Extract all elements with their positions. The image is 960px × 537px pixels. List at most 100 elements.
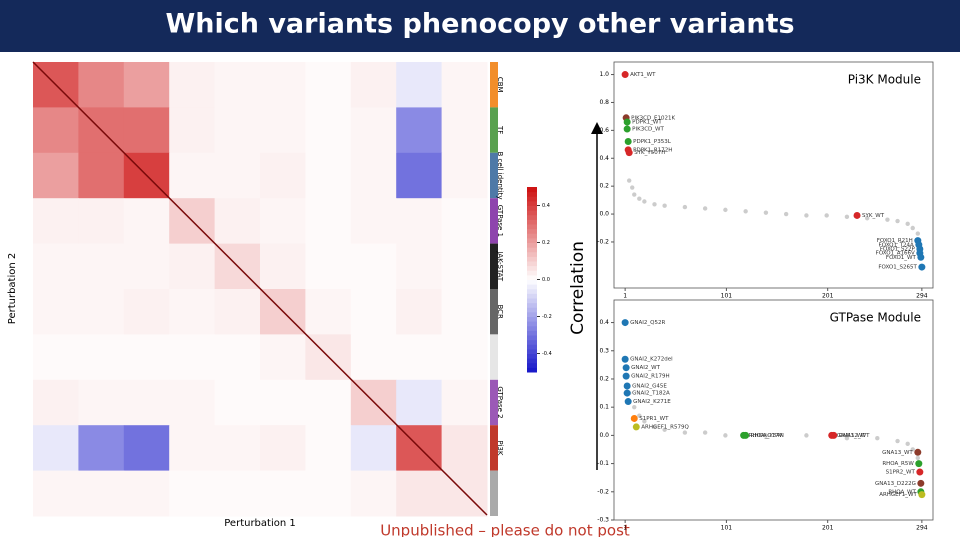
x-tick-label: 1 <box>623 293 627 300</box>
colorbar-step <box>527 247 537 253</box>
heatmap-cell <box>350 425 397 472</box>
colorbar-step <box>527 214 537 220</box>
background-point <box>783 211 789 217</box>
y-tick-label: -0.1 <box>597 460 609 467</box>
heatmap-cell <box>305 425 352 472</box>
heatmap-cell <box>33 289 79 335</box>
heatmap-cell <box>123 62 170 108</box>
colorbar-step <box>527 228 537 234</box>
x-axis-label: Perturbation 1 <box>224 518 295 529</box>
heatmap-cell <box>441 334 488 381</box>
colorbar-step <box>527 321 537 327</box>
colorbar-step <box>527 288 537 294</box>
background-point <box>763 433 769 438</box>
colorbar-step <box>527 293 537 299</box>
colorbar-step <box>527 274 537 280</box>
footer-note: Unpublished – please do not post <box>380 522 630 537</box>
heatmap-cell <box>214 379 261 426</box>
colorbar-step <box>527 316 537 322</box>
heatmap-cell <box>33 379 79 426</box>
highlight-point <box>830 431 838 439</box>
colorbar-step <box>527 224 537 230</box>
background-point <box>743 209 748 214</box>
point-label: FOXO1_R21H <box>877 238 913 244</box>
group-bar <box>490 152 498 199</box>
heatmap-cell <box>305 379 352 426</box>
colorbar-step <box>527 187 537 193</box>
heatmap-cell <box>396 379 443 426</box>
heatmap-cell <box>350 62 397 108</box>
highlight-point <box>623 118 631 126</box>
heatmap-cell <box>350 334 397 381</box>
heatmap-cell <box>78 152 125 199</box>
colorbar-step <box>527 270 537 276</box>
background-point <box>910 447 915 452</box>
heatmap-cell <box>214 62 261 108</box>
highlight-point <box>853 211 861 219</box>
highlight-point <box>914 448 922 456</box>
colorbar-step <box>527 362 537 368</box>
y-tick-label: 0.4 <box>599 155 609 162</box>
colorbar-step <box>527 307 537 313</box>
heatmap-cell <box>78 470 125 517</box>
colorbar-step <box>527 311 537 317</box>
colorbar-step <box>527 339 537 345</box>
heatmap-cell <box>441 198 488 245</box>
group-label: Pi3K <box>496 440 504 455</box>
background-point <box>895 438 900 444</box>
point-label: GNA13_WT <box>882 450 913 456</box>
background-point <box>652 424 657 430</box>
highlight-point <box>915 460 923 468</box>
point-label: FOXO1_S22P <box>880 246 916 252</box>
y-tick-label: -0.3 <box>597 517 609 524</box>
heatmap-cell <box>260 470 306 517</box>
highlight-point <box>918 491 926 499</box>
heatmap-cell <box>305 470 352 517</box>
group-bar <box>490 289 498 335</box>
heatmap-cell <box>78 243 125 290</box>
highlight-point <box>623 389 631 397</box>
heatmap-cell <box>396 152 443 199</box>
heatmap-cell <box>169 425 216 472</box>
heatmap-cell <box>169 243 216 290</box>
highlight-point <box>625 149 633 157</box>
highlight-point <box>623 125 631 133</box>
point-label: ARHGEF1_WT <box>879 492 917 498</box>
point-label: GNAI2_Q52R <box>630 320 665 326</box>
colorbar-tick-label: -0.2 <box>542 314 552 320</box>
point-label: RHOA_WT <box>888 489 916 495</box>
slide-title: Which variants phenocopy other variants <box>165 9 794 40</box>
heatmap-cell <box>123 470 170 517</box>
point-label: GNAI2_K272del <box>630 357 673 363</box>
heatmap-cell <box>78 62 125 108</box>
heatmap-cell <box>33 470 79 517</box>
highlight-point <box>622 364 630 372</box>
background-point <box>763 210 769 215</box>
point-label: S1PR2_WT <box>886 470 916 476</box>
background-point <box>804 213 809 218</box>
point-label: FOXO1_A166V <box>876 251 915 257</box>
heatmap-cell <box>305 289 352 335</box>
point-label: S1PR1_WT <box>639 416 669 422</box>
point-label: GNAI2_T182A <box>632 391 670 397</box>
highlight-point <box>632 423 640 431</box>
heatmap-cell <box>396 470 443 517</box>
y-axis-label: Perturbation 2 <box>7 253 18 324</box>
heatmap-cell <box>396 334 443 381</box>
colorbar-step <box>527 302 537 308</box>
heatmap-cell <box>396 289 443 335</box>
colorbar-step <box>527 325 537 331</box>
y-tick-label: 0.4 <box>599 319 609 326</box>
background-point <box>642 199 647 204</box>
background-point <box>652 202 657 207</box>
heatmap-cell <box>260 243 306 290</box>
heatmap-cell <box>305 243 352 290</box>
colorbar-step <box>527 330 537 336</box>
highlight-point <box>622 372 630 380</box>
heatmap-cell <box>214 198 261 245</box>
diagonal <box>32 61 488 516</box>
group-label: TF <box>496 125 504 134</box>
heatmap-cell <box>441 425 488 472</box>
point-label: RHOA_Y34N <box>751 433 784 439</box>
group-bar <box>490 425 498 471</box>
